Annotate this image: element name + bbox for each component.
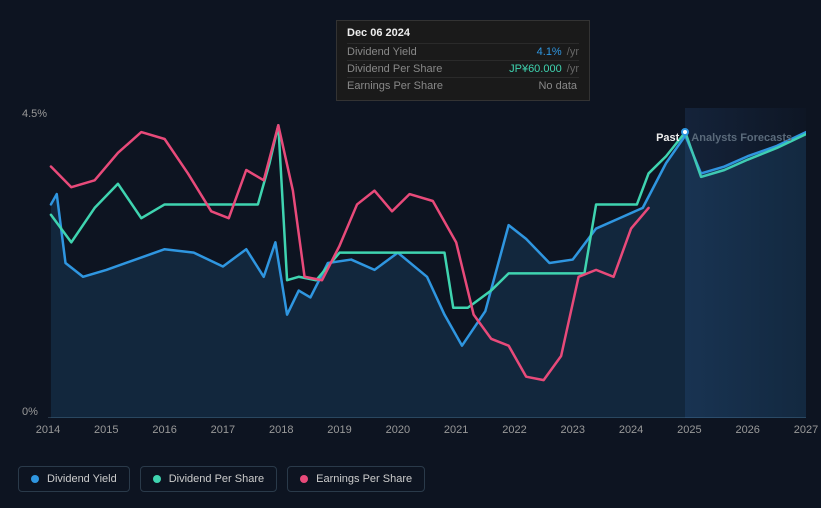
tooltip-row: Earnings Per Share No data (347, 77, 579, 94)
y-axis-max-label: 4.5% (22, 108, 47, 120)
chart-legend: Dividend Yield Dividend Per Share Earnings… (18, 466, 425, 492)
x-axis-tick: 2027 (794, 424, 818, 436)
tooltip-row-label: Dividend Per Share (347, 63, 442, 75)
x-axis-tick: 2018 (269, 424, 293, 436)
tooltip-row: Dividend Yield 4.1% /yr (347, 43, 579, 60)
x-axis: 2014201520162017201820192020202120222023… (48, 424, 806, 444)
x-axis-tick: 2024 (619, 424, 643, 436)
x-axis-tick: 2025 (677, 424, 701, 436)
x-axis-tick: 2026 (735, 424, 759, 436)
tooltip-row-value: No data (538, 80, 579, 92)
tooltip-row-label: Earnings Per Share (347, 80, 443, 92)
y-axis-min-label: 0% (22, 406, 38, 418)
x-axis-tick: 2019 (327, 424, 351, 436)
legend-dot-icon (31, 475, 39, 483)
x-axis-tick: 2015 (94, 424, 118, 436)
tooltip-row-value: JP¥60.000 /yr (509, 63, 579, 75)
chart-area: 4.5% 0% Past Analysts Forecasts (18, 108, 806, 418)
tooltip-date: Dec 06 2024 (347, 27, 579, 43)
legend-dot-icon (153, 475, 161, 483)
legend-item[interactable]: Dividend Yield (18, 466, 130, 492)
chart-tooltip: Dec 06 2024 Dividend Yield4.1% /yrDivide… (336, 20, 590, 101)
x-axis-tick: 2020 (386, 424, 410, 436)
legend-label: Dividend Yield (47, 473, 117, 485)
legend-item[interactable]: Earnings Per Share (287, 466, 425, 492)
legend-item[interactable]: Dividend Per Share (140, 466, 277, 492)
x-axis-tick: 2017 (211, 424, 235, 436)
current-point-marker (681, 128, 689, 136)
legend-label: Earnings Per Share (316, 473, 412, 485)
past-region-label: Past (656, 132, 679, 144)
x-axis-tick: 2016 (152, 424, 176, 436)
chart-plot[interactable]: Past Analysts Forecasts (48, 108, 806, 418)
tooltip-row-label: Dividend Yield (347, 46, 417, 58)
forecast-region-label: Analysts Forecasts (691, 132, 792, 144)
tooltip-row-value: 4.1% /yr (537, 46, 579, 58)
x-axis-tick: 2023 (561, 424, 585, 436)
legend-label: Dividend Per Share (169, 473, 264, 485)
x-axis-tick: 2014 (36, 424, 60, 436)
x-axis-tick: 2021 (444, 424, 468, 436)
legend-dot-icon (300, 475, 308, 483)
x-axis-tick: 2022 (502, 424, 526, 436)
tooltip-row: Dividend Per Share JP¥60.000 /yr (347, 60, 579, 77)
